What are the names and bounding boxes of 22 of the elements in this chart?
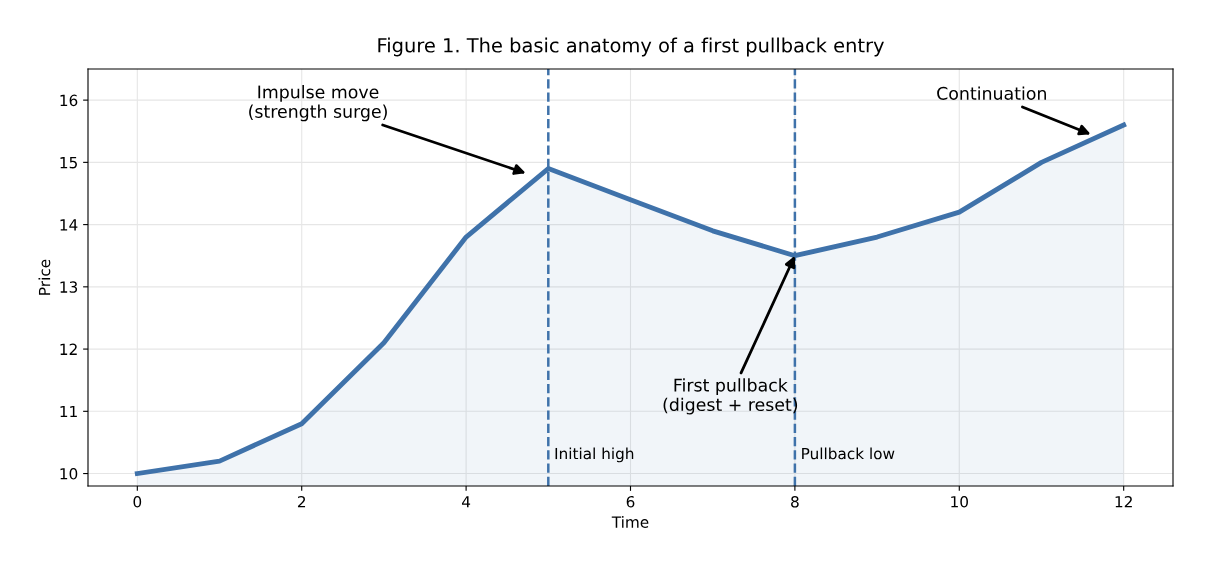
y-tick-label: 11 [60, 405, 77, 418]
y-tick-label: 16 [60, 94, 78, 107]
x-tick-label: 0 [133, 495, 142, 508]
x-tick-label: 4 [461, 496, 471, 508]
chart-title: Figure 1. The basic anatomy of a first pullback entry [378, 37, 884, 57]
ref-line-label: Initial high [555, 447, 634, 463]
x-axis-title: Time [611, 516, 649, 528]
annotation: Impulse move (strength surge) [249, 85, 387, 122]
y-tick-label: 12 [60, 343, 77, 355]
y-axis-title: Price [38, 259, 51, 295]
x-tick-label: 12 [1115, 495, 1132, 508]
x-tick-label: 10 [951, 495, 968, 508]
y-tick-label: 14 [60, 219, 78, 231]
y-tick-label: 15 [60, 157, 77, 169]
x-tick-label: 8 [791, 495, 799, 508]
annotation: First pullback (digest + reset) [663, 378, 798, 415]
x-tick-label: 2 [297, 495, 306, 508]
y-tick-label: 10 [60, 468, 78, 480]
x-tick-label: 6 [626, 495, 635, 508]
y-tick-label: 13 [60, 281, 78, 293]
annotation: Continuation [937, 86, 1046, 100]
ref-line-label: Pullback low [802, 447, 895, 460]
